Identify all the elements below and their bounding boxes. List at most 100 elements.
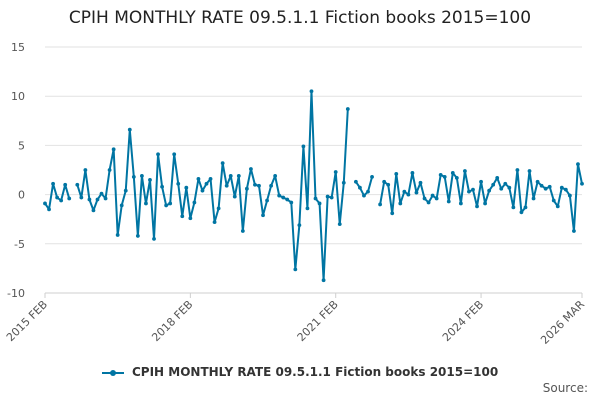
data-point-83[interactable]: [378, 202, 383, 207]
data-point-47[interactable]: [232, 194, 237, 199]
data-point-77[interactable]: [353, 179, 358, 184]
data-point-95[interactable]: [426, 200, 431, 205]
data-point-67[interactable]: [313, 196, 318, 201]
data-point-41[interactable]: [208, 176, 213, 181]
data-point-93[interactable]: [418, 180, 423, 185]
data-point-107[interactable]: [475, 204, 479, 209]
data-point-84[interactable]: [382, 179, 387, 184]
data-point-68[interactable]: [317, 201, 322, 206]
data-point-74[interactable]: [341, 180, 346, 185]
data-point-18[interactable]: [115, 233, 120, 237]
data-point-72[interactable]: [333, 170, 338, 174]
data-point-75[interactable]: [345, 107, 350, 111]
data-point-35[interactable]: [184, 185, 189, 190]
data-point-40[interactable]: [204, 181, 209, 186]
data-point-118[interactable]: [519, 210, 524, 215]
data-point-8[interactable]: [75, 182, 80, 187]
data-point-49[interactable]: [240, 229, 245, 233]
data-point-30[interactable]: [164, 203, 169, 208]
data-point-86[interactable]: [390, 211, 395, 216]
data-point-125[interactable]: [547, 184, 552, 189]
data-point-88[interactable]: [398, 201, 403, 206]
data-point-97[interactable]: [434, 196, 439, 201]
data-point-119[interactable]: [523, 205, 528, 210]
data-point-128[interactable]: [559, 185, 564, 190]
data-point-57[interactable]: [273, 174, 278, 178]
data-point-79[interactable]: [362, 193, 366, 198]
data-point-113[interactable]: [499, 186, 504, 191]
data-point-122[interactable]: [535, 179, 540, 184]
data-point-56[interactable]: [269, 183, 274, 188]
data-point-129[interactable]: [563, 187, 568, 192]
data-point-92[interactable]: [414, 190, 419, 195]
data-point-46[interactable]: [228, 174, 233, 178]
data-point-43[interactable]: [216, 206, 221, 211]
data-point-14[interactable]: [99, 191, 104, 196]
data-point-91[interactable]: [410, 171, 415, 175]
data-point-115[interactable]: [507, 185, 512, 190]
data-point-120[interactable]: [527, 169, 532, 173]
data-point-123[interactable]: [539, 183, 544, 188]
data-point-60[interactable]: [285, 197, 290, 202]
data-point-28[interactable]: [156, 152, 160, 157]
data-point-65[interactable]: [305, 206, 310, 211]
data-point-126[interactable]: [551, 198, 556, 203]
data-point-108[interactable]: [479, 179, 483, 184]
data-point-13[interactable]: [95, 197, 100, 202]
data-point-54[interactable]: [261, 213, 265, 218]
data-point-66[interactable]: [309, 89, 314, 94]
data-point-102[interactable]: [454, 175, 459, 180]
data-point-38[interactable]: [196, 176, 201, 181]
data-point-27[interactable]: [152, 236, 156, 241]
data-point-20[interactable]: [123, 188, 128, 193]
data-point-29[interactable]: [160, 184, 164, 189]
data-point-31[interactable]: [168, 201, 173, 206]
data-point-52[interactable]: [253, 182, 257, 187]
data-point-55[interactable]: [265, 198, 269, 203]
data-point-11[interactable]: [87, 197, 92, 202]
data-point-26[interactable]: [148, 177, 152, 182]
data-point-111[interactable]: [491, 182, 496, 187]
data-point-12[interactable]: [91, 208, 96, 213]
data-point-131[interactable]: [572, 229, 576, 233]
data-point-133[interactable]: [580, 181, 584, 186]
data-point-81[interactable]: [370, 174, 374, 179]
data-point-15[interactable]: [103, 196, 108, 201]
data-point-99[interactable]: [442, 174, 447, 179]
data-point-19[interactable]: [119, 203, 124, 208]
data-point-42[interactable]: [212, 220, 217, 225]
data-point-70[interactable]: [325, 194, 330, 199]
data-point-17[interactable]: [111, 147, 116, 152]
data-point-59[interactable]: [281, 195, 286, 200]
data-point-21[interactable]: [127, 127, 132, 132]
data-point-71[interactable]: [329, 195, 334, 200]
data-point-89[interactable]: [402, 189, 407, 194]
data-point-2[interactable]: [51, 181, 55, 186]
data-point-101[interactable]: [450, 171, 455, 175]
legend[interactable]: CPIH MONTHLY RATE 09.5.1.1 Fiction books…: [0, 365, 600, 379]
data-point-32[interactable]: [172, 152, 177, 157]
data-point-104[interactable]: [463, 169, 467, 173]
data-point-5[interactable]: [63, 182, 68, 187]
data-point-110[interactable]: [487, 188, 492, 193]
data-point-103[interactable]: [458, 201, 463, 206]
data-point-73[interactable]: [337, 222, 342, 227]
data-point-94[interactable]: [422, 196, 427, 201]
data-point-112[interactable]: [495, 175, 500, 180]
data-point-114[interactable]: [503, 181, 508, 186]
data-point-80[interactable]: [366, 189, 370, 194]
data-point-53[interactable]: [257, 183, 261, 188]
data-point-106[interactable]: [471, 187, 475, 192]
data-point-117[interactable]: [515, 168, 520, 172]
data-point-69[interactable]: [321, 278, 326, 283]
data-point-33[interactable]: [176, 181, 181, 186]
data-point-9[interactable]: [79, 195, 84, 200]
data-point-3[interactable]: [55, 195, 60, 200]
data-point-1[interactable]: [47, 207, 51, 212]
data-point-62[interactable]: [293, 267, 298, 272]
data-point-124[interactable]: [543, 186, 548, 191]
data-point-4[interactable]: [59, 198, 64, 203]
data-point-116[interactable]: [511, 205, 516, 210]
data-point-50[interactable]: [244, 186, 249, 191]
data-point-127[interactable]: [555, 204, 560, 209]
